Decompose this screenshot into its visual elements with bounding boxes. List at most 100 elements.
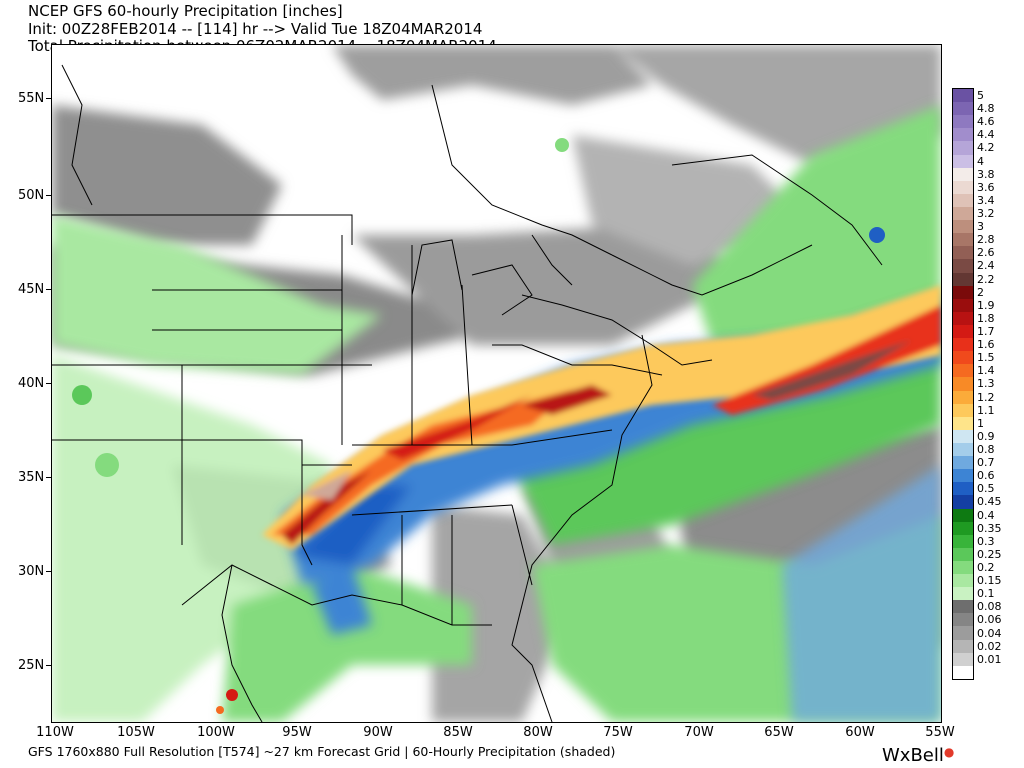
lat-label-55n: 55N bbox=[18, 91, 45, 106]
lon-label-75w: 75W bbox=[603, 725, 633, 740]
colorbar-level-label: 4.4 bbox=[977, 128, 995, 142]
colorbar-swatch bbox=[953, 364, 973, 378]
footer-caption: GFS 1760x880 Full Resolution [T574] ~27 … bbox=[28, 744, 616, 759]
colorbar-level-label: 3 bbox=[977, 220, 984, 234]
colorbar-swatch bbox=[953, 547, 973, 561]
colorbar-swatch bbox=[953, 154, 973, 168]
colorbar-swatch bbox=[953, 89, 973, 103]
colorbar-swatch bbox=[953, 324, 973, 339]
geographic-boundaries bbox=[52, 64, 883, 722]
colorbar-swatch bbox=[953, 115, 973, 129]
colorbar-swatch bbox=[953, 285, 973, 299]
colorbar-swatch bbox=[953, 141, 973, 155]
lat-tick bbox=[46, 98, 51, 99]
colorbar-swatch bbox=[953, 613, 973, 627]
colorbar-swatch bbox=[953, 600, 973, 614]
colorbar-swatch bbox=[953, 259, 973, 273]
colorbar-level-label: 2.2 bbox=[977, 272, 995, 286]
lon-label-100w: 100W bbox=[197, 725, 235, 740]
convective-cells bbox=[72, 138, 885, 714]
lat-tick bbox=[46, 665, 51, 666]
lat-label-50n: 50N bbox=[18, 188, 45, 203]
lon-label-60w: 60W bbox=[845, 725, 875, 740]
colorbar-swatch bbox=[953, 508, 973, 522]
colorbar-swatch bbox=[953, 534, 973, 548]
lon-label-110w: 110W bbox=[36, 725, 74, 740]
colorbar-level-label: 3.2 bbox=[977, 207, 995, 220]
colorbar-level-label: 5 bbox=[977, 89, 984, 102]
colorbar-swatch bbox=[953, 233, 973, 247]
lat-label-40n: 40N bbox=[18, 376, 45, 391]
colorbar-swatch bbox=[953, 206, 973, 221]
lat-label-45n: 45N bbox=[18, 282, 45, 297]
colorbar-level-label: 2.4 bbox=[977, 259, 995, 273]
lon-label-95w: 95W bbox=[282, 725, 312, 740]
colorbar-level-label: 1.8 bbox=[977, 311, 995, 325]
colorbar-swatch bbox=[953, 626, 973, 640]
brand-name: WxBell bbox=[882, 745, 944, 766]
colorbar-level-label: 2 bbox=[977, 285, 984, 299]
colorbar-level-label: 0.6 bbox=[977, 469, 995, 483]
colorbar-swatch bbox=[953, 180, 973, 194]
colorbar-level-label: 0.01 bbox=[977, 652, 1002, 666]
colorbar-swatch bbox=[953, 639, 973, 653]
colorbar-level-label: 0.02 bbox=[977, 639, 1002, 653]
colorbar-swatch bbox=[953, 652, 973, 666]
colorbar-level-label: 1.6 bbox=[977, 338, 995, 352]
colorbar-level-label: 3.6 bbox=[977, 180, 995, 194]
colorbar-swatch bbox=[953, 665, 973, 679]
lat-tick bbox=[46, 289, 51, 290]
lon-label-85w: 85W bbox=[443, 725, 473, 740]
colorbar-level-label: 0.1 bbox=[977, 587, 995, 601]
colorbar-level-label: 0.45 bbox=[977, 495, 1002, 509]
colorbar-level-label: 0.5 bbox=[977, 482, 995, 496]
precipitation-map bbox=[51, 44, 942, 723]
colorbar-swatch bbox=[953, 560, 973, 575]
lon-label-65w: 65W bbox=[764, 725, 794, 740]
colorbar-swatch bbox=[953, 102, 973, 116]
colorbar-level-label: 3.8 bbox=[977, 167, 995, 181]
colorbar-swatch bbox=[953, 128, 973, 142]
lat-tick bbox=[46, 571, 51, 572]
colorbar-swatch bbox=[953, 311, 973, 325]
colorbar-level-label: 1 bbox=[977, 416, 984, 430]
lon-label-90w: 90W bbox=[363, 725, 393, 740]
colorbar-level-label: 0.2 bbox=[977, 561, 995, 574]
precipitation-map-svg bbox=[52, 45, 941, 722]
lon-label-55w: 55W bbox=[925, 725, 955, 740]
colorbar-swatch bbox=[953, 338, 973, 352]
colorbar-level-label: 4.8 bbox=[977, 102, 995, 116]
colorbar-level-label: 1.4 bbox=[977, 364, 995, 378]
colorbar-level-label: 0.3 bbox=[977, 534, 995, 548]
colorbar-level-label: 0.4 bbox=[977, 508, 995, 522]
wxbell-logo: WxBell● bbox=[882, 745, 954, 766]
lon-label-80w: 80W bbox=[523, 725, 553, 740]
colorbar-level-label: 0.8 bbox=[977, 443, 995, 456]
colorbar-swatch bbox=[953, 246, 973, 260]
colorbar-level-label: 1.2 bbox=[977, 390, 995, 404]
lat-tick bbox=[46, 195, 51, 196]
lat-tick bbox=[46, 383, 51, 384]
colorbar-level-label: 0.15 bbox=[977, 574, 1002, 588]
colorbar-level-label: 4.6 bbox=[977, 115, 995, 129]
colorbar-swatch bbox=[953, 416, 973, 430]
colorbar-swatch bbox=[953, 351, 973, 365]
colorbar-swatch bbox=[953, 167, 973, 181]
lon-label-105w: 105W bbox=[117, 725, 155, 740]
colorbar-level-label: 2.6 bbox=[977, 246, 995, 260]
colorbar-swatch bbox=[953, 272, 973, 286]
lat-label-25n: 25N bbox=[18, 658, 45, 673]
colorbar-swatch bbox=[953, 574, 973, 588]
colorbar-level-label: 1.1 bbox=[977, 403, 995, 417]
map-title: NCEP GFS 60-hourly Precipitation [inches… bbox=[28, 2, 343, 20]
heavy-precip-band bbox=[262, 285, 941, 550]
colorbar-level-label: 0.35 bbox=[977, 521, 1002, 535]
colorbar-swatch bbox=[953, 587, 973, 601]
colorbar-level-label: 1.7 bbox=[977, 325, 995, 338]
colorbar-level-label: 4 bbox=[977, 154, 984, 168]
colorbar-swatch bbox=[953, 429, 973, 443]
lat-label-35n: 35N bbox=[18, 470, 45, 485]
colorbar-level-label: 3.4 bbox=[977, 193, 995, 207]
lon-label-70w: 70W bbox=[684, 725, 714, 740]
colorbar-level-label: 0.9 bbox=[977, 429, 995, 443]
